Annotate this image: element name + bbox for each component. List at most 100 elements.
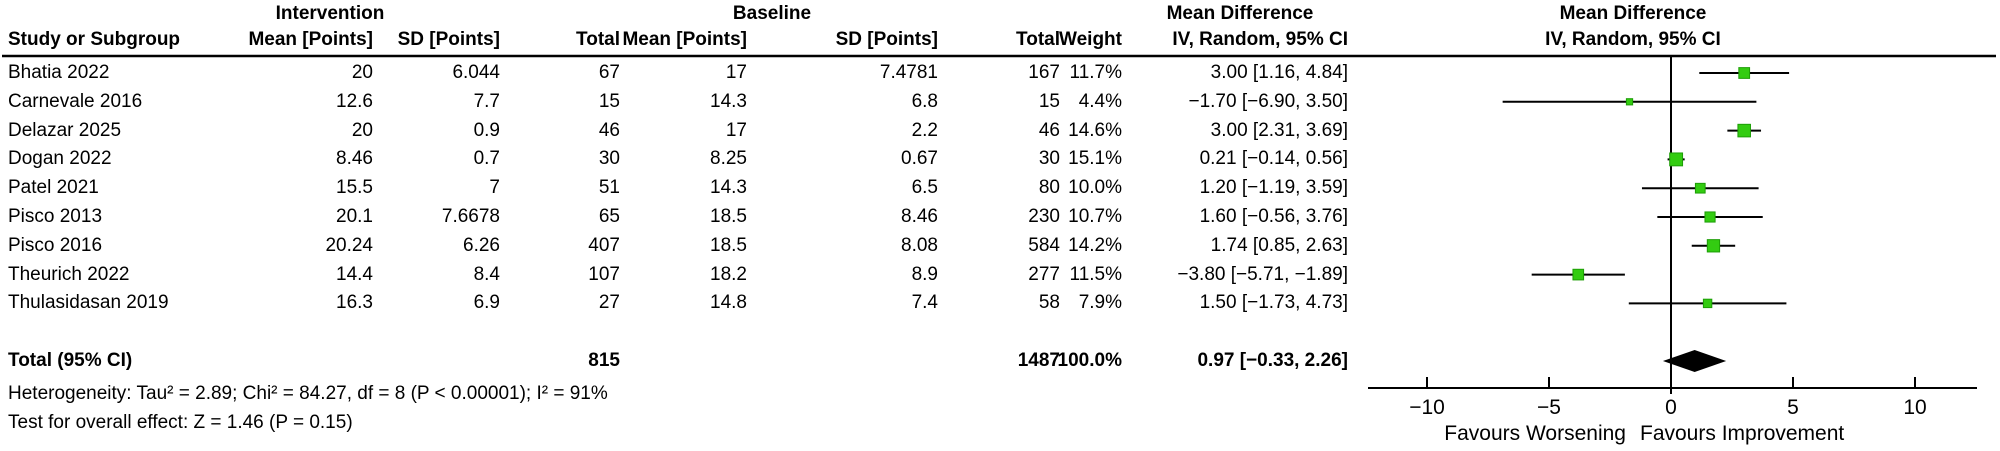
weight-value: 11.5% (1069, 264, 1122, 285)
weight-value: 10.7% (1068, 206, 1122, 227)
intervention-mean: 20 (351, 120, 373, 141)
ci-text: 1.74 [0.85, 2.63] (1210, 235, 1348, 256)
study-label: Delazar 2025 (8, 120, 122, 141)
intervention-total: 27 (598, 292, 620, 313)
baseline-sd: 0.67 (901, 148, 938, 169)
intervention-sd: 7.6678 (441, 206, 500, 227)
baseline-sd: 8.46 (901, 206, 938, 227)
intervention-mean: 20.1 (336, 206, 373, 227)
intervention-total: 46 (598, 120, 620, 141)
study-label: Dogan 2022 (8, 148, 112, 169)
baseline-mean: 17 (725, 120, 747, 141)
intervention-mean: 8.46 (336, 148, 373, 169)
weight-value: 14.2% (1068, 235, 1122, 256)
effect-marker (1669, 152, 1684, 167)
overall-effect-text: Test for overall effect: Z = 1.46 (P = 0… (8, 412, 353, 433)
total-baseline-n: 1487 (1017, 350, 1060, 371)
baseline-sd: 7.4781 (879, 62, 938, 83)
pooled-diamond (1662, 350, 1727, 372)
intervention-total: 65 (598, 206, 620, 227)
intervention-total: 67 (598, 62, 620, 83)
weight-value: 15.1% (1068, 148, 1122, 169)
col-header-intervention-mean: Mean [Points] (248, 29, 373, 50)
baseline-sd: 6.5 (911, 177, 938, 198)
intervention-sd: 7 (489, 177, 500, 198)
intervention-mean: 14.4 (336, 264, 373, 285)
baseline-total: 167 (1028, 62, 1060, 83)
baseline-mean: 14.8 (710, 292, 747, 313)
baseline-sd: 6.8 (911, 91, 938, 112)
intervention-mean: 20 (351, 62, 373, 83)
intervention-sd: 0.7 (473, 148, 500, 169)
intervention-total: 107 (588, 264, 620, 285)
intervention-mean: 16.3 (336, 292, 373, 313)
baseline-sd: 7.4 (911, 292, 938, 313)
ci-text: 1.50 [−1.73, 4.73] (1199, 292, 1348, 313)
effect-marker (1738, 67, 1751, 79)
intervention-sd: 6.044 (452, 62, 500, 83)
baseline-mean: 14.3 (710, 91, 747, 112)
col-header-baseline-mean: Mean [Points] (622, 29, 747, 50)
x-axis-tick-label: 5 (1787, 396, 1799, 419)
x-axis-tick-label: 10 (1903, 396, 1926, 419)
col-header-baseline-total: Total (1016, 29, 1060, 50)
col-header-weight: Weight (1059, 29, 1122, 50)
baseline-mean: 18.2 (710, 264, 747, 285)
favours-left-label: Favours Worsening (1444, 422, 1626, 445)
intervention-mean: 15.5 (336, 177, 373, 198)
intervention-total: 51 (598, 177, 620, 198)
weight-value: 10.0% (1068, 177, 1122, 198)
baseline-total: 58 (1038, 292, 1060, 313)
weight-value: 11.7% (1069, 62, 1122, 83)
ci-text: 1.60 [−0.56, 3.76] (1199, 206, 1348, 227)
baseline-total: 80 (1038, 177, 1060, 198)
weight-value: 4.4% (1078, 91, 1122, 112)
study-label: Pisco 2016 (8, 235, 103, 256)
intervention-sd: 7.7 (473, 91, 500, 112)
ci-text: 3.00 [2.31, 3.69] (1210, 120, 1348, 141)
baseline-sd: 8.9 (911, 264, 938, 285)
baseline-sd: 2.2 (911, 120, 938, 141)
effect-marker (1702, 298, 1713, 309)
ci-text: −3.80 [−5.71, −1.89] (1177, 264, 1348, 285)
ci-text: 1.20 [−1.19, 3.59] (1199, 177, 1348, 198)
heterogeneity-text: Heterogeneity: Tau² = 2.89; Chi² = 84.27… (8, 383, 608, 404)
total-intervention-n: 815 (588, 350, 620, 371)
baseline-mean: 18.5 (710, 235, 747, 256)
col-header-study: Study or Subgroup (8, 29, 181, 50)
weight-value: 14.6% (1068, 120, 1122, 141)
intervention-sd: 6.26 (463, 235, 500, 256)
group-header-intervention: Intervention (275, 3, 385, 24)
col-header-baseline-sd: SD [Points] (835, 29, 938, 50)
baseline-total: 15 (1038, 91, 1060, 112)
intervention-total: 407 (588, 235, 620, 256)
weight-value: 7.9% (1078, 292, 1122, 313)
group-header-mean-difference-text: Mean Difference (1166, 3, 1314, 24)
baseline-total: 46 (1038, 120, 1060, 141)
col-header-intervention-sd: SD [Points] (397, 29, 500, 50)
baseline-total: 277 (1028, 264, 1060, 285)
ci-text: 3.00 [1.16, 4.84] (1210, 62, 1348, 83)
col-header-ci-plot: IV, Random, 95% CI (1545, 29, 1721, 50)
favours-right-label: Favours Improvement (1640, 422, 1844, 445)
group-header-mean-difference-plot: Mean Difference (1559, 3, 1707, 24)
total-label: Total (95% CI) (8, 350, 133, 371)
effect-marker (1737, 123, 1751, 138)
baseline-mean: 18.5 (710, 206, 747, 227)
total-weight: 100.0% (1057, 350, 1122, 371)
effect-marker (1572, 268, 1585, 281)
study-label: Carnevale 2016 (8, 91, 143, 112)
baseline-sd: 8.08 (901, 235, 938, 256)
effect-marker (1694, 182, 1706, 194)
study-label: Patel 2021 (8, 177, 99, 198)
ci-text: 0.21 [−0.14, 0.56] (1199, 148, 1348, 169)
baseline-total: 584 (1028, 235, 1060, 256)
baseline-total: 30 (1038, 148, 1060, 169)
intervention-sd: 6.9 (473, 292, 500, 313)
col-header-ci: IV, Random, 95% CI (1172, 29, 1348, 50)
study-label: Thulasidasan 2019 (8, 292, 169, 313)
effect-marker (1706, 239, 1721, 253)
intervention-sd: 8.4 (473, 264, 500, 285)
